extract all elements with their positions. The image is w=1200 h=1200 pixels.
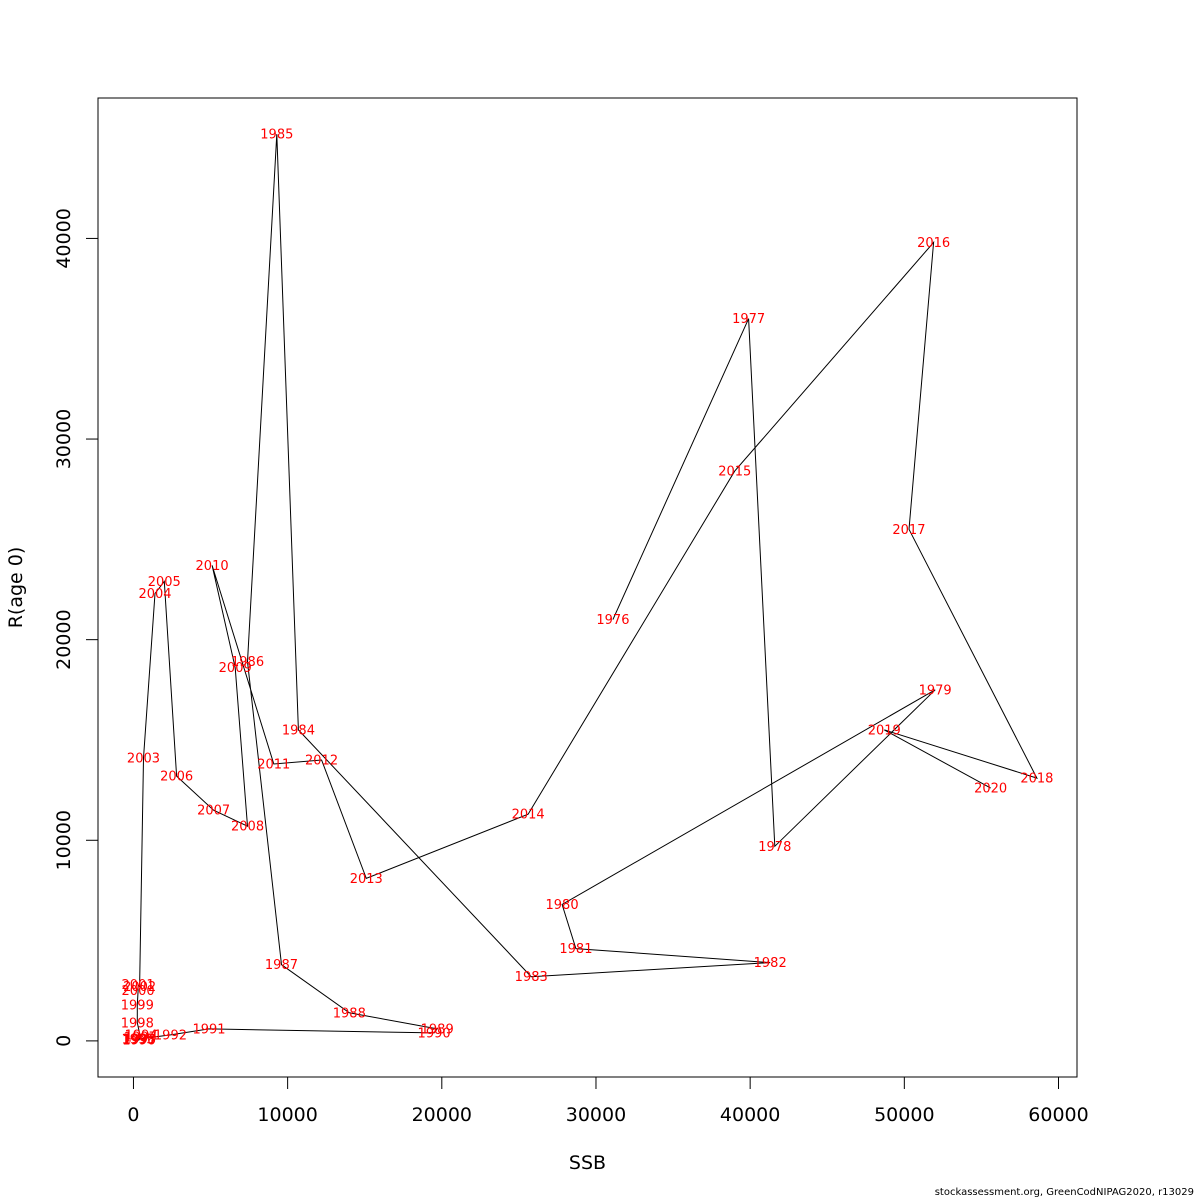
x-ticks: 0 10000 20000 30000 40000 50000 60000	[127, 1077, 1089, 1126]
point-labels: 1976 1977 1978 1979 1980 1981 1982 1983 1984 1985…	[121, 128, 1054, 1049]
x-tick-label: 30000	[566, 1104, 626, 1126]
point-label-1989: 1989	[421, 1022, 454, 1037]
point-label-1978: 1978	[758, 840, 791, 855]
credit-text: stockassessment.org, GreenCodNIPAG2020, …	[934, 1187, 1194, 1198]
point-label-2011: 2011	[257, 758, 290, 773]
point-label-1986: 1986	[231, 655, 264, 670]
x-tick-label: 10000	[257, 1104, 317, 1126]
x-axis-title: SSB	[569, 1152, 606, 1174]
point-label-2016: 2016	[917, 236, 950, 251]
point-label-1990: 1990	[418, 1026, 451, 1041]
x-tick-label: 50000	[874, 1104, 934, 1126]
point-label-1988: 1988	[333, 1006, 366, 1021]
point-label-1987: 1987	[265, 958, 298, 973]
point-label-2012: 2012	[305, 754, 338, 769]
series-line	[136, 134, 1038, 1041]
y-axis-title: R(age 0)	[5, 547, 27, 629]
point-label-2017: 2017	[892, 523, 925, 538]
point-label-1999: 1999	[121, 998, 154, 1013]
y-tick-label: 10000	[53, 810, 75, 870]
point-label-1979: 1979	[919, 683, 952, 698]
x-tick-label: 0	[127, 1104, 139, 1126]
point-label-1996: 1996	[122, 1033, 155, 1048]
point-label-2008: 2008	[231, 820, 264, 835]
point-label-1993: 1993	[123, 1032, 156, 1047]
point-label-1985: 1985	[260, 128, 293, 143]
point-label-1995: 1995	[122, 1032, 155, 1047]
point-label-1998: 1998	[121, 1016, 154, 1031]
y-ticks: 0 10000 20000 30000 40000	[53, 208, 98, 1047]
point-label-2010: 2010	[196, 559, 229, 574]
x-tick-label: 40000	[720, 1104, 780, 1126]
point-label-1982: 1982	[754, 956, 787, 971]
point-label-1976: 1976	[596, 613, 629, 628]
y-tick-label: 30000	[53, 409, 75, 469]
point-label-1984: 1984	[282, 723, 315, 738]
point-label-1994: 1994	[125, 1028, 158, 1043]
x-tick-label: 20000	[412, 1104, 472, 1126]
point-label-1997: 1997	[124, 1030, 157, 1045]
point-label-2007: 2007	[197, 804, 230, 819]
point-label-2020: 2020	[974, 782, 1007, 797]
point-label-2009: 2009	[219, 661, 252, 676]
point-label-2006: 2006	[160, 770, 193, 785]
point-label-2014: 2014	[512, 808, 545, 823]
point-label-2003: 2003	[127, 752, 160, 767]
point-label-2002: 2002	[123, 980, 156, 995]
point-label-2004: 2004	[138, 587, 171, 602]
point-label-1992: 1992	[154, 1028, 187, 1043]
y-tick-label: 0	[53, 1035, 75, 1047]
point-label-2018: 2018	[1020, 772, 1053, 787]
point-label-2013: 2013	[350, 872, 383, 887]
point-label-1991: 1991	[192, 1022, 225, 1037]
point-label-2005: 2005	[148, 575, 181, 590]
point-label-2015: 2015	[718, 465, 751, 480]
point-label-1981: 1981	[559, 942, 592, 957]
point-label-1983: 1983	[515, 970, 548, 985]
point-label-1977: 1977	[732, 312, 765, 327]
point-label-1980: 1980	[546, 898, 579, 913]
point-label-2019: 2019	[868, 723, 901, 738]
x-tick-label: 60000	[1028, 1104, 1088, 1126]
y-tick-label: 20000	[53, 609, 75, 669]
point-label-2001: 2001	[122, 978, 155, 993]
point-label-2000: 2000	[122, 984, 155, 999]
y-tick-label: 40000	[53, 208, 75, 268]
